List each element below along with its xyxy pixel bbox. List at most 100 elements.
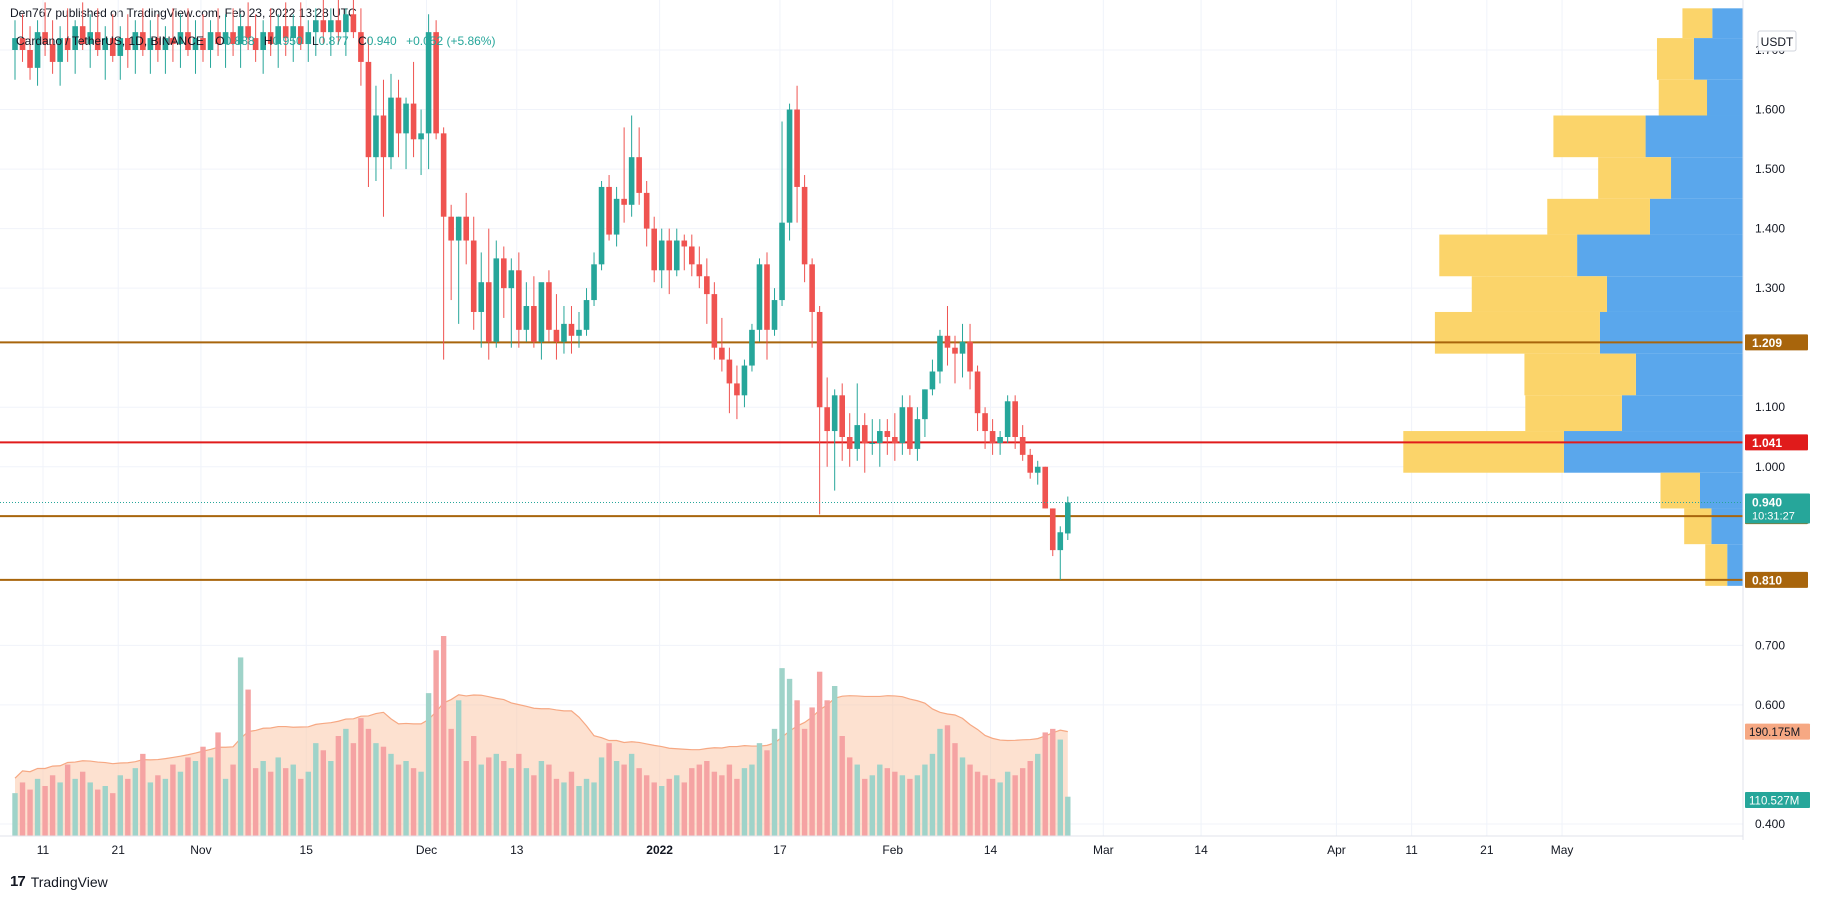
volume-bar <box>350 743 357 836</box>
candle-body <box>267 32 274 45</box>
vp-down-bar <box>1598 157 1672 199</box>
currency-badge[interactable]: USDT <box>1757 30 1797 52</box>
volume-label-bg <box>1745 723 1810 740</box>
volume-bar <box>155 775 161 836</box>
volume-bar <box>335 736 342 836</box>
volume-bar <box>696 764 703 836</box>
volume-bar <box>215 732 221 836</box>
candle-body <box>493 258 500 342</box>
low-value: 0.877 <box>319 34 349 48</box>
symbol-name: Cardano / TetherUS, 1D, BINANCE <box>16 34 204 48</box>
x-tick-label: 21 <box>1480 843 1494 857</box>
volume-bar <box>49 775 56 836</box>
volume-bar <box>230 764 236 836</box>
volume-bar <box>237 657 244 836</box>
volume-bar <box>478 764 484 836</box>
volume-bar <box>1035 753 1041 836</box>
volume-bar <box>486 757 492 836</box>
x-tick-label: 11 <box>37 843 50 857</box>
volume-bar <box>1042 732 1048 836</box>
candle-body <box>816 311 823 408</box>
x-tick-label: 14 <box>1194 843 1208 857</box>
volume-bar <box>982 775 988 836</box>
candle-body <box>418 133 424 140</box>
volume-bar <box>711 771 718 836</box>
volume-bar <box>313 743 319 836</box>
candle-body <box>177 32 184 45</box>
candle-body <box>380 115 387 158</box>
volume-bar <box>899 775 906 836</box>
volume-bar <box>734 778 740 836</box>
candle-body <box>929 371 936 390</box>
candle-body <box>613 198 620 235</box>
volume-bar <box>538 761 545 836</box>
candle-body <box>922 389 928 420</box>
volume-bar <box>34 778 41 836</box>
volume-bar <box>568 771 575 836</box>
vp-up-bar <box>1577 234 1743 277</box>
volume-bar <box>471 736 477 836</box>
vp-up-bar <box>1649 198 1743 235</box>
candles <box>12 0 1071 580</box>
candle-body <box>117 38 124 56</box>
last-price-bg <box>1745 493 1810 524</box>
candle-body <box>1049 508 1056 551</box>
volume-bar <box>290 764 296 836</box>
x-tick-label: Dec <box>416 843 437 857</box>
volume-bar <box>27 789 33 836</box>
candle-body <box>222 32 229 45</box>
candle-body <box>485 282 492 342</box>
candle-body <box>628 157 635 205</box>
volume-bar <box>425 693 432 836</box>
volume-profile <box>1403 8 1743 586</box>
candle-body <box>989 431 996 443</box>
candle-body <box>824 407 830 432</box>
candle-body <box>937 335 943 372</box>
volume-bar <box>884 768 891 836</box>
currency-label: USDT <box>1761 35 1794 49</box>
candle-body <box>771 300 778 330</box>
candle-body <box>290 26 297 39</box>
volume-bar <box>636 768 642 836</box>
volume-bar <box>877 764 883 836</box>
vp-up-bar <box>1621 395 1743 432</box>
volume-bar <box>260 761 266 836</box>
candle-body <box>320 20 327 33</box>
candle-body <box>651 228 657 271</box>
volume-bar <box>628 753 635 836</box>
volume-bar <box>643 775 650 836</box>
volume-bar <box>380 746 387 836</box>
x-tick-label: Apr <box>1327 843 1346 857</box>
vp-down-bar <box>1660 472 1700 509</box>
volume-bar <box>794 700 800 836</box>
volume-bar <box>824 700 830 836</box>
volume-bar <box>907 778 913 836</box>
x-tick-label: May <box>1551 843 1574 857</box>
vp-down-bar <box>1403 431 1564 473</box>
vp-down-bar <box>1471 276 1607 312</box>
candle-body <box>448 216 454 241</box>
volume-bar <box>222 778 229 836</box>
volume-bar <box>508 768 515 836</box>
candle-body <box>79 26 86 45</box>
candle-body <box>12 38 18 50</box>
candle-body <box>433 32 439 134</box>
candle-body <box>944 335 951 348</box>
tradingview-logo[interactable]: 17 TradingView <box>10 873 108 890</box>
candle-body <box>297 26 304 45</box>
candle-body <box>764 264 770 330</box>
volume-bar <box>185 757 191 836</box>
vp-down-bar <box>1547 198 1650 235</box>
level-label-bg <box>1745 571 1808 588</box>
volume-bar <box>170 764 176 836</box>
candle-body <box>1065 502 1071 534</box>
volume-bar <box>786 678 793 836</box>
candle-body <box>546 282 552 330</box>
volume-bar <box>666 778 672 836</box>
level-label-bg <box>1745 434 1808 451</box>
high-value: 0.950 <box>273 34 303 48</box>
volume-bar <box>12 793 18 836</box>
candle-body <box>568 323 575 336</box>
candle-body <box>861 425 868 443</box>
